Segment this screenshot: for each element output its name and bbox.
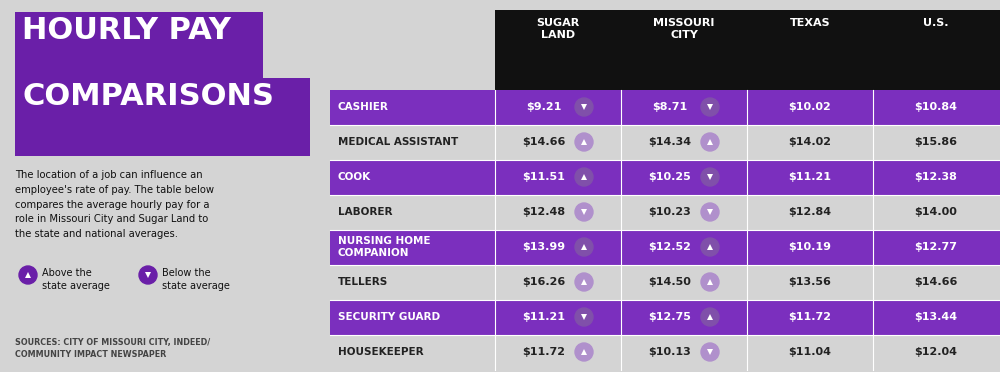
Circle shape [575,98,593,116]
Text: SECURITY GUARD: SECURITY GUARD [338,312,440,322]
Text: TEXAS: TEXAS [790,18,830,28]
Text: $15.86: $15.86 [914,137,958,147]
Text: SOURCES: CITY OF MISSOURI CITY, INDEED/
COMMUNITY IMPACT NEWSPAPER: SOURCES: CITY OF MISSOURI CITY, INDEED/ … [15,338,210,359]
Bar [330,335,1000,370]
Circle shape [701,133,719,151]
Bar [330,160,1000,195]
Circle shape [701,98,719,116]
Text: MISSOURI
CITY: MISSOURI CITY [653,18,715,41]
Text: $11.21: $11.21 [522,312,566,322]
Bar [15,78,310,156]
Text: $10.23: $10.23 [649,207,691,217]
Text: $11.72: $11.72 [522,347,566,357]
Circle shape [139,266,157,284]
Circle shape [701,273,719,291]
Text: NURSING HOME
COMPANION: NURSING HOME COMPANION [338,236,430,258]
Circle shape [701,308,719,326]
Text: COMPARISONS: COMPARISONS [22,82,274,111]
Circle shape [575,133,593,151]
Text: $14.02: $14.02 [788,137,832,147]
Circle shape [575,238,593,256]
Text: $9.21: $9.21 [526,102,562,112]
Text: MEDICAL ASSISTANT: MEDICAL ASSISTANT [338,137,458,147]
Bar [330,195,1000,230]
Circle shape [19,266,37,284]
Circle shape [701,168,719,186]
Text: $11.04: $11.04 [788,347,832,357]
Text: $12.84: $12.84 [788,207,832,217]
Circle shape [701,203,719,221]
Bar [495,10,1000,90]
Circle shape [701,238,719,256]
Text: $11.72: $11.72 [788,312,832,322]
Text: $14.66: $14.66 [522,137,566,147]
Text: $10.13: $10.13 [649,347,691,357]
Bar [330,265,1000,300]
Circle shape [575,343,593,361]
Text: $12.48: $12.48 [522,207,566,217]
Text: $16.26: $16.26 [522,277,566,287]
Text: LABORER: LABORER [338,207,392,217]
Text: $14.00: $14.00 [915,207,957,217]
Bar [330,125,1000,160]
Bar [330,90,1000,125]
Text: HOURLY PAY: HOURLY PAY [22,16,231,45]
Text: $13.56: $13.56 [789,277,831,287]
Text: $11.51: $11.51 [523,172,565,182]
Circle shape [701,343,719,361]
Text: $12.04: $12.04 [914,347,958,357]
Text: $14.66: $14.66 [914,277,958,287]
Text: COOK: COOK [338,172,371,182]
Circle shape [575,203,593,221]
Text: The location of a job can influence an
employee's rate of pay. The table below
c: The location of a job can influence an e… [15,170,214,239]
Text: U.S.: U.S. [923,18,949,28]
Bar [15,12,263,90]
Text: $14.50: $14.50 [649,277,691,287]
Text: SUGAR
LAND: SUGAR LAND [536,18,580,41]
Text: $8.71: $8.71 [652,102,688,112]
Text: $10.02: $10.02 [789,102,831,112]
Text: $12.75: $12.75 [649,312,691,322]
Text: $10.25: $10.25 [649,172,691,182]
Circle shape [575,168,593,186]
Text: $13.44: $13.44 [914,312,958,322]
Text: $12.52: $12.52 [649,242,691,252]
Text: $12.77: $12.77 [914,242,958,252]
Bar [330,300,1000,335]
Text: Below the
state average: Below the state average [162,268,230,291]
Text: Above the
state average: Above the state average [42,268,110,291]
Text: $11.21: $11.21 [788,172,832,182]
Text: $10.84: $10.84 [914,102,958,112]
Text: $14.34: $14.34 [648,137,692,147]
Circle shape [575,273,593,291]
Text: HOUSEKEEPER: HOUSEKEEPER [338,347,424,357]
Text: $12.38: $12.38 [915,172,957,182]
Text: CASHIER: CASHIER [338,102,389,112]
Text: $13.99: $13.99 [522,242,566,252]
Circle shape [575,308,593,326]
Bar [330,230,1000,265]
Text: TELLERS: TELLERS [338,277,388,287]
Text: $10.19: $10.19 [788,242,832,252]
